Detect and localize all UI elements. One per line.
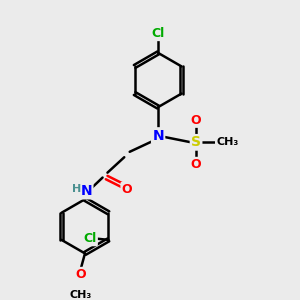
Text: Cl: Cl <box>152 27 165 40</box>
Text: O: O <box>191 158 201 171</box>
Text: S: S <box>191 135 201 149</box>
Text: CH₃: CH₃ <box>216 137 238 147</box>
Text: O: O <box>191 114 201 127</box>
Text: Cl: Cl <box>83 232 97 245</box>
Text: O: O <box>122 183 132 196</box>
Text: H: H <box>72 184 82 194</box>
Text: N: N <box>80 184 92 198</box>
Text: CH₃: CH₃ <box>70 290 92 300</box>
Text: N: N <box>152 129 164 142</box>
Text: O: O <box>76 268 86 281</box>
